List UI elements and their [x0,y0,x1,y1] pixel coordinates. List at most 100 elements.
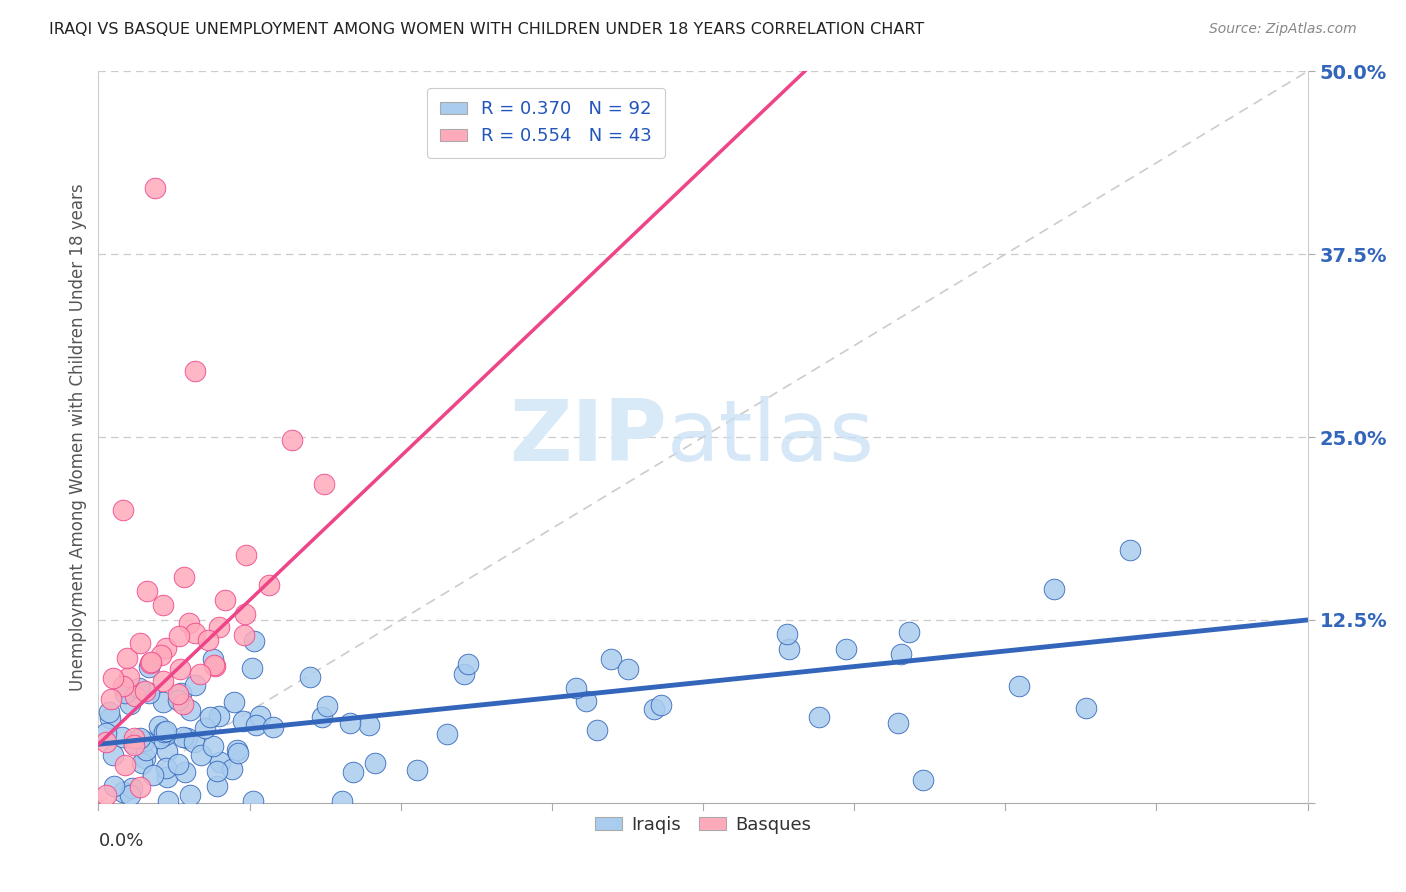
Point [835,641,858,656]
Point [129,731,152,746]
Point [166,692,188,706]
Point [197,633,219,648]
Point [240,661,263,675]
Point [897,625,920,640]
Point [330,794,353,808]
Point [131,756,153,770]
Text: IRAQI VS BASQUE UNEMPLOYMENT AMONG WOMEN WITH CHILDREN UNDER 18 YEARS CORRELATIO: IRAQI VS BASQUE UNEMPLOYMENT AMONG WOMEN… [49,22,925,37]
Point [242,794,264,808]
Point [149,648,172,662]
Point [209,755,232,769]
Point [152,599,174,613]
Point [97,705,120,719]
Point [808,710,831,724]
Point [132,734,155,748]
Point [453,666,475,681]
Point [134,684,156,698]
Point [134,751,156,765]
Point [1043,582,1066,596]
Point [173,570,195,584]
Point [208,620,231,634]
Point [122,731,145,746]
Point [778,642,800,657]
Point [226,746,249,760]
Point [139,656,162,670]
Point [912,772,935,787]
Point [135,583,157,598]
Point [650,698,672,713]
Point [128,780,150,795]
Point [169,662,191,676]
Point [599,652,621,666]
Point [103,747,125,762]
Point [152,673,174,688]
Point [243,633,266,648]
Point [202,658,225,673]
Point [314,476,336,491]
Point [118,788,141,802]
Point [118,697,141,711]
Point [643,702,665,716]
Point [245,717,267,731]
Point [364,756,387,770]
Point [281,433,304,447]
Point [142,767,165,781]
Point [188,667,211,681]
Point [406,763,429,777]
Point [138,686,160,700]
Point [155,640,177,655]
Point [233,607,256,622]
Point [152,725,174,739]
Point [112,679,135,693]
Point [179,789,201,803]
Point [96,789,118,803]
Point [167,629,190,643]
Point [436,727,458,741]
Point [111,503,134,517]
Point [617,662,640,676]
Point [172,730,194,744]
Point [156,744,179,758]
Point [170,686,193,700]
Point [100,691,122,706]
Point [128,635,150,649]
Point [890,648,912,662]
Point [1074,701,1097,715]
Point [201,739,224,753]
Point [235,549,257,563]
Point [184,625,207,640]
Point [114,758,136,772]
Y-axis label: Unemployment Among Women with Children Under 18 years: Unemployment Among Women with Children U… [69,183,87,691]
Point [96,726,118,740]
Point [114,686,136,700]
Point [148,719,170,733]
Point [359,717,381,731]
Point [457,657,479,671]
Point [143,181,166,195]
Point [118,671,141,685]
Point [149,731,172,746]
Point [316,698,339,713]
Point [103,671,125,685]
Point [575,694,598,708]
Point [139,655,162,669]
Point [262,720,284,734]
Point [339,716,361,731]
Point [311,709,333,723]
Point [155,723,177,738]
Point [887,716,910,731]
Point [167,756,190,771]
Point [172,697,194,711]
Text: ZIP: ZIP [509,395,666,479]
Point [232,627,254,641]
Point [103,779,125,793]
Point [111,785,134,799]
Point [194,721,217,735]
Point [98,711,121,725]
Point [111,731,134,745]
Point [124,689,146,703]
Point [173,765,195,780]
Point [225,743,247,757]
Point [221,762,243,776]
Point [257,578,280,592]
